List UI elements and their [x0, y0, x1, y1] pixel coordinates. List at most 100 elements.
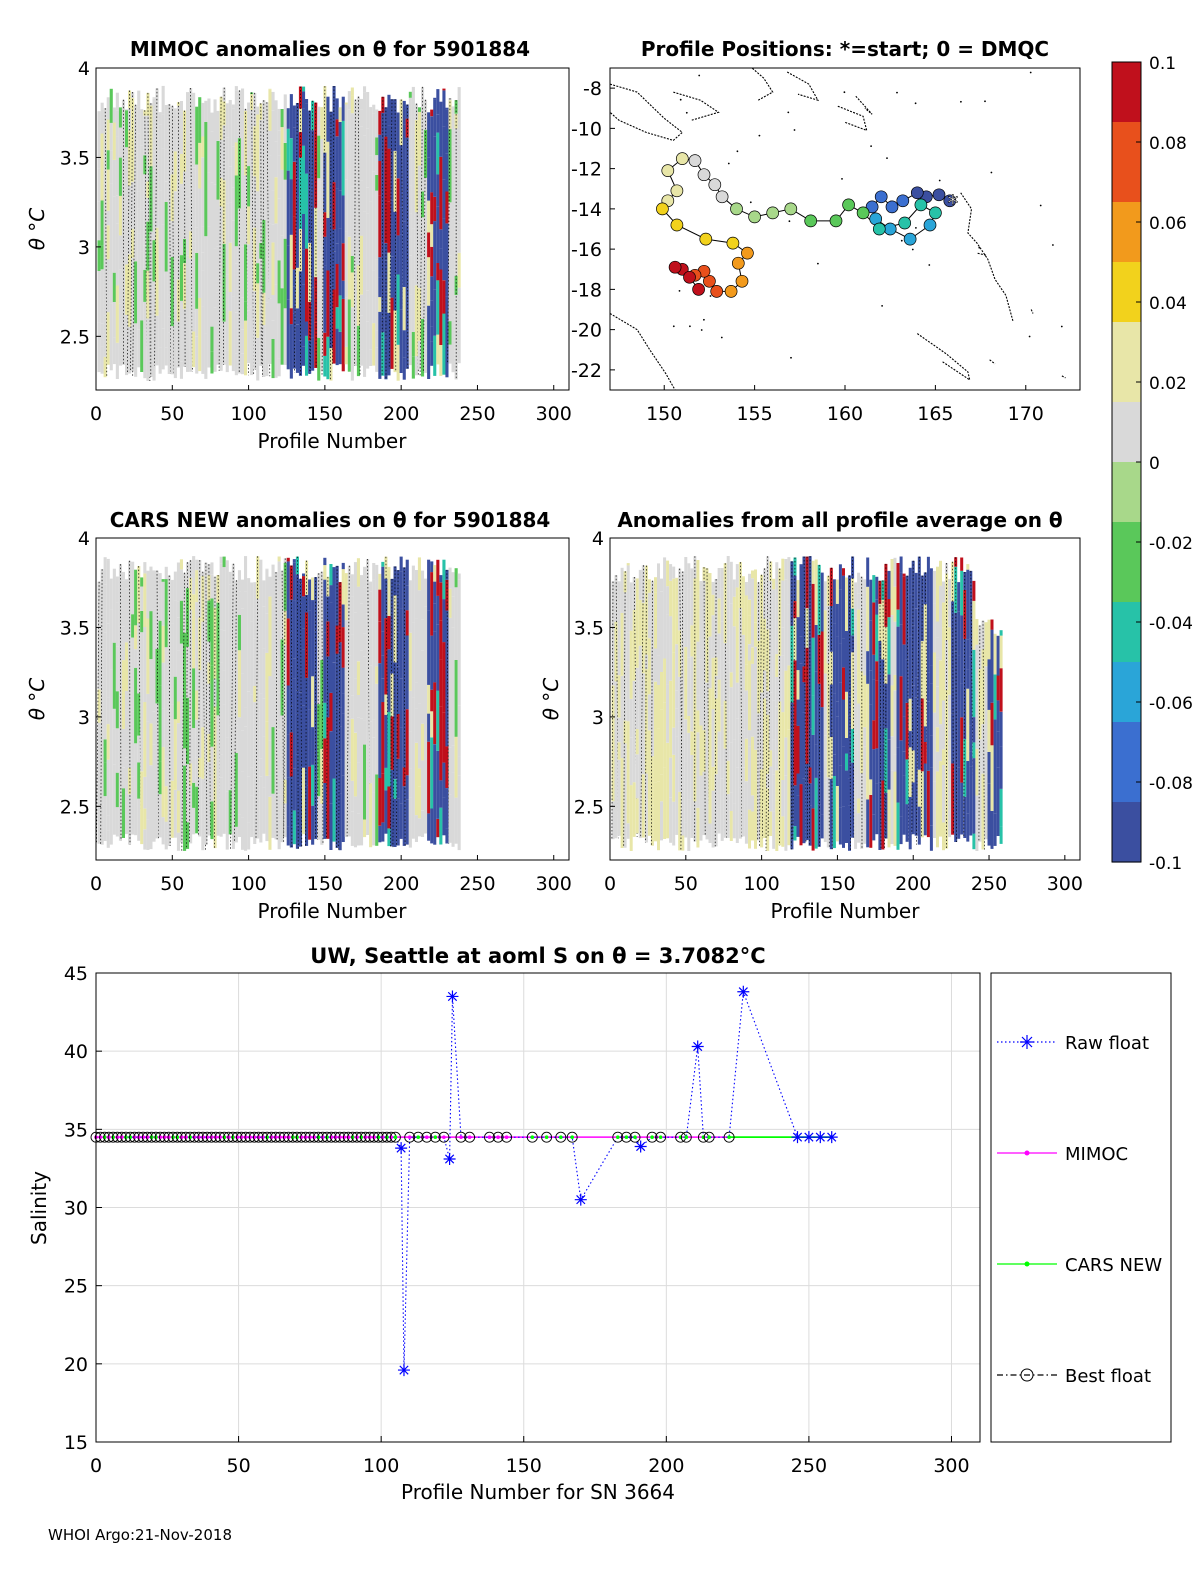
anomaly-cell: [387, 828, 391, 847]
anomaly-cell: [845, 601, 848, 631]
anomaly-cell: [424, 129, 428, 178]
reef-dot: [700, 329, 703, 331]
anomaly-cell: [787, 729, 791, 776]
mimoc-cars-point: [214, 1135, 218, 1139]
anomaly-cell: [204, 122, 208, 176]
anomaly-cell: [329, 692, 333, 732]
anomaly-cell: [632, 577, 636, 610]
anomaly-cell: [936, 621, 939, 638]
anomaly-cell: [97, 168, 101, 202]
anomaly-cell: [393, 817, 397, 847]
anomaly-cell: [219, 327, 223, 371]
anomaly-cell: [660, 578, 663, 592]
anomaly-cell: [814, 723, 818, 745]
anomaly-cell: [381, 655, 385, 679]
anomaly-cell: [262, 648, 266, 699]
anomaly-cell: [408, 91, 412, 98]
anomaly-cell: [387, 125, 391, 149]
anomaly-cell: [457, 579, 461, 646]
mimoc-cars-point: [329, 1135, 334, 1139]
anomaly-cell: [744, 781, 748, 822]
anomaly-cell: [439, 620, 443, 660]
anomaly-cell: [781, 580, 785, 628]
anomaly-cell: [158, 685, 162, 762]
anomaly-cell: [179, 600, 183, 628]
mimoc-cars-point: [570, 1135, 574, 1139]
mimoc-panel-xlabel: Profile Number: [258, 429, 408, 453]
anomaly-cell: [195, 638, 199, 667]
anomaly-cell: [152, 744, 156, 818]
anomaly-cell: [179, 300, 183, 362]
anomaly-cell: [811, 695, 815, 735]
anomaly-cell: [237, 780, 241, 815]
legend-marker: [1024, 1150, 1030, 1156]
contour-line: [262, 100, 265, 378]
coast-outline: [837, 105, 868, 132]
anomaly-cell: [146, 153, 150, 182]
mimoc-cars-point: [269, 1135, 274, 1139]
mimoc-cars-point: [107, 1135, 111, 1139]
best-float-marker: [492, 1131, 504, 1143]
anomaly-cell: [277, 819, 281, 850]
coastline-outlines: [610, 68, 1066, 390]
anomaly-cell: [277, 561, 281, 622]
anomaly-cell: [832, 579, 836, 600]
anomaly-cell: [427, 305, 431, 379]
y-tick-label: 35: [64, 1119, 88, 1141]
anomaly-cell: [660, 609, 663, 672]
mimoc-cars-point: [333, 1135, 338, 1139]
anomaly-cell: [167, 814, 171, 846]
anomaly-cell: [433, 221, 437, 290]
profile-position-marker: [656, 202, 669, 216]
anomaly-cell: [390, 99, 394, 126]
anomaly-cell: [97, 111, 101, 169]
anomaly-cell: [763, 715, 767, 765]
anomaly-cell: [289, 179, 293, 235]
reef-dot: [817, 262, 819, 265]
anomaly-cell: [329, 757, 333, 804]
anomaly-cell: [204, 574, 208, 599]
anomaly-cell: [329, 322, 333, 349]
anomaly-cell: [766, 629, 770, 692]
anomaly-cell: [802, 682, 806, 713]
legend-marker: [1020, 1368, 1034, 1382]
anomaly-cell: [620, 567, 624, 613]
anomaly-cell: [302, 284, 306, 347]
anomaly-cell: [629, 785, 633, 851]
anomaly-cell: [711, 594, 715, 616]
anomaly-cell: [669, 797, 673, 843]
anomaly-cell: [681, 674, 685, 709]
anomaly-cell: [332, 778, 336, 842]
anomaly-cell: [234, 725, 238, 753]
anomaly-cell: [408, 797, 412, 848]
x-tick-label: 150: [646, 403, 682, 425]
anomaly-cell: [143, 110, 147, 116]
anomaly-cell: [781, 558, 785, 581]
anomaly-cell: [381, 566, 385, 632]
anomaly-cell: [369, 119, 373, 156]
anomaly-cell: [103, 632, 107, 680]
anomaly-cell: [817, 771, 821, 805]
anomaly-cell: [265, 131, 269, 185]
contour-line: [446, 569, 450, 844]
anomaly-cell: [228, 100, 232, 167]
anomaly-cell: [939, 761, 942, 837]
anomaly-cell: [908, 594, 912, 637]
anomaly-cell: [802, 581, 806, 600]
anomaly-cell: [845, 738, 848, 754]
anomaly-cell: [280, 109, 284, 128]
anomaly-cell: [103, 315, 107, 357]
anomaly-cell: [647, 638, 651, 695]
anomaly-cell: [735, 767, 739, 843]
anomaly-cell: [363, 819, 367, 838]
anomaly-cell: [231, 108, 235, 147]
anomaly-cell: [265, 258, 269, 303]
anomaly-cell: [433, 196, 437, 222]
anomaly-cell: [121, 728, 125, 768]
anomaly-cell: [335, 709, 339, 745]
y-tick-label: 25: [64, 1276, 88, 1298]
anomaly-cell: [666, 742, 670, 805]
mimoc-cars-point: [459, 1135, 463, 1139]
anomaly-cell: [332, 86, 336, 92]
anomaly-cell: [681, 835, 685, 851]
